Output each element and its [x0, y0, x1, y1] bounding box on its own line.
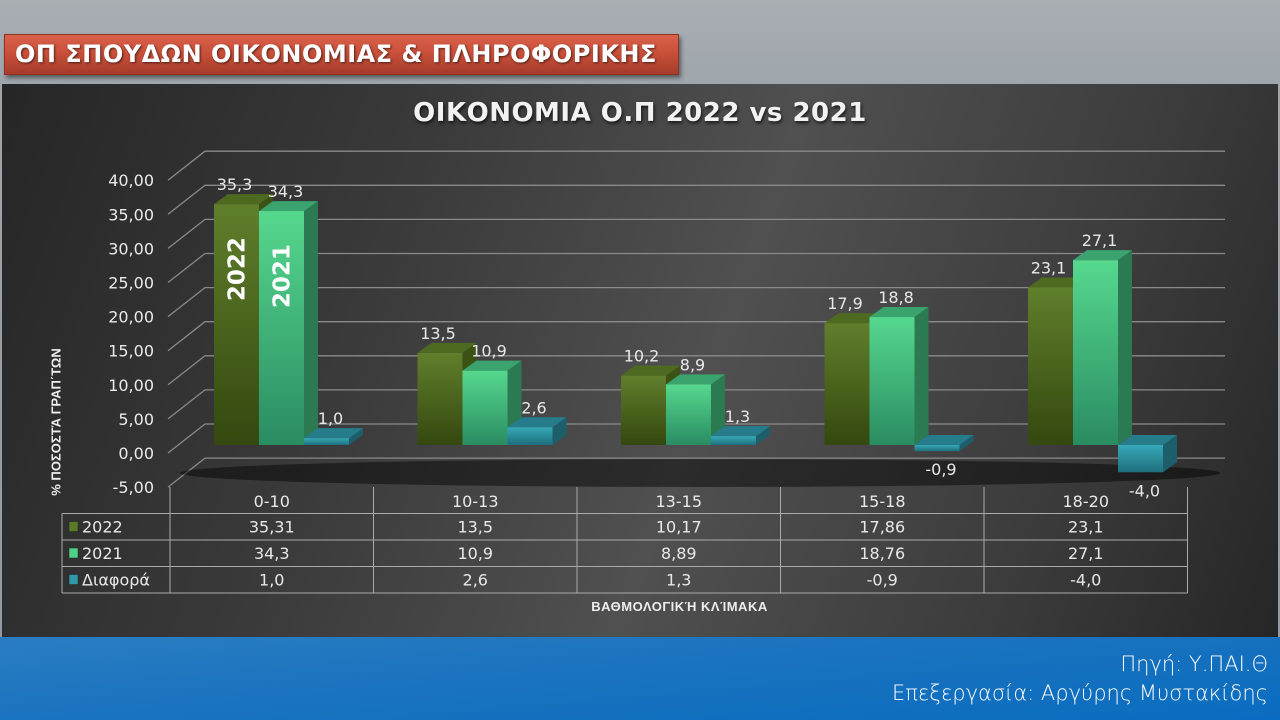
bar-2021-0-10: 34,3 2021	[259, 182, 318, 445]
bar-2021-18-20: 27,1	[1073, 231, 1132, 445]
table-cell: 1,0	[259, 571, 284, 590]
y-tick-label: 35,00	[108, 205, 154, 224]
svg-text:10,2: 10,2	[624, 347, 660, 366]
bar-Διαφορά-10-13: 2,6	[507, 398, 567, 445]
credit-label: Επεξεργασία: Αργύρης Μυστακίδης	[891, 681, 1268, 705]
table-cell: 35,31	[249, 518, 295, 537]
table-cell: 8,89	[661, 544, 697, 563]
svg-text:35,3: 35,3	[217, 175, 253, 194]
y-tick-label: 20,00	[108, 308, 154, 327]
footer-band	[0, 637, 1280, 720]
bar-Διαφορά-18-20: -4,0	[1118, 435, 1177, 500]
svg-text:34,3: 34,3	[268, 182, 304, 201]
bar-2021-10-13: 10,9	[462, 342, 522, 445]
bar-2021-15-18: 18,8	[869, 288, 929, 445]
y-tick-label: 0,00	[118, 444, 154, 463]
svg-text:10,9: 10,9	[471, 342, 507, 361]
header-banner: ΟΠ ΣΠΟΥΔΩΝ ΟΙΚΟΝΟΜΙΑΣ & ΠΛΗΡΟΦΟΡΙΚΗΣ	[4, 34, 679, 75]
table-cell: 23,1	[1068, 518, 1104, 537]
table-cell: 1,3	[666, 571, 691, 590]
table-cell: 27,1	[1068, 544, 1104, 563]
svg-text:27,1: 27,1	[1082, 231, 1118, 250]
table-cell: 2,6	[463, 571, 488, 590]
table-cell: 13,5	[457, 518, 493, 537]
legend-entry: 2022	[82, 518, 123, 537]
svg-text:-0,9: -0,9	[925, 460, 956, 479]
chart-plot: -5,00 0,00 5,00 10,00 15,00 20,00 25,00 30,00 35…	[61, 150, 1225, 594]
source-label: Πηγή: Υ.ΠΑΙ.Θ	[1120, 652, 1268, 676]
svg-text:-4,0: -4,0	[1129, 481, 1160, 500]
header-title: ΟΠ ΣΠΟΥΔΩΝ ΟΙΚΟΝΟΜΙΑΣ & ΠΛΗΡΟΦΟΡΙΚΗΣ	[15, 40, 657, 68]
table-cell: 10,17	[656, 518, 702, 537]
x-category-label: 10-13	[452, 492, 499, 511]
svg-text:8,9: 8,9	[680, 355, 705, 374]
chart-panel: ΟΙΚΟΝΟΜΙΑ Ο.Π 2022 vs 2021 % ΠΟΣΟΣΤΆ ΓΡΑ…	[2, 84, 1278, 637]
table-cell: -0,9	[867, 571, 898, 590]
table-cell: 18,76	[859, 544, 905, 563]
legend-entry: Διαφορά	[82, 571, 150, 590]
svg-text:13,5: 13,5	[420, 324, 456, 343]
bar-2021-13-15: 8,9	[666, 355, 725, 445]
table-cell: 17,86	[859, 518, 905, 537]
x-category-label: 15-18	[859, 492, 906, 511]
y-tick-label: 15,00	[108, 342, 154, 361]
y-tick-label: 30,00	[108, 239, 154, 258]
x-category-label: 13-15	[656, 492, 703, 511]
y-tick-label: 25,00	[108, 274, 154, 293]
svg-text:2021: 2021	[270, 244, 296, 308]
table-cell: 34,3	[254, 544, 290, 563]
svg-text:2,6: 2,6	[521, 398, 546, 417]
y-tick-label: -5,00	[113, 478, 154, 497]
bar-Διαφορά-15-18: -0,9	[914, 435, 974, 479]
svg-text:18,8: 18,8	[878, 288, 914, 307]
svg-text:17,9: 17,9	[827, 294, 863, 313]
svg-text:1,0: 1,0	[318, 409, 343, 428]
y-tick-label: 40,00	[108, 171, 154, 190]
x-category-label: 18-20	[1063, 492, 1110, 511]
table-cell: 10,9	[457, 544, 493, 563]
table-cell: -4,0	[1070, 571, 1101, 590]
x-category-label: 0-10	[254, 492, 290, 511]
svg-text:1,3: 1,3	[725, 407, 750, 426]
bar-Διαφορά-0-10: 1,0	[304, 409, 363, 445]
x-axis-title: ΒΑΘΜΟΛΟΓΙΚΉ ΚΛΊΜΑΚΑ	[591, 599, 768, 614]
chart-title: ΟΙΚΟΝΟΜΙΑ Ο.Π 2022 vs 2021	[413, 98, 867, 128]
legend-entry: 2021	[82, 544, 123, 563]
svg-text:23,1: 23,1	[1031, 258, 1067, 277]
source-credit: Πηγή: Υ.ΠΑΙ.Θ Επεξεργασία: Αργύρης Μυστα…	[892, 650, 1268, 708]
bar-Διαφορά-13-15: 1,3	[711, 407, 770, 445]
y-tick-label: 5,00	[118, 410, 154, 429]
y-tick-label: 10,00	[108, 376, 154, 395]
svg-text:2022: 2022	[225, 237, 251, 301]
